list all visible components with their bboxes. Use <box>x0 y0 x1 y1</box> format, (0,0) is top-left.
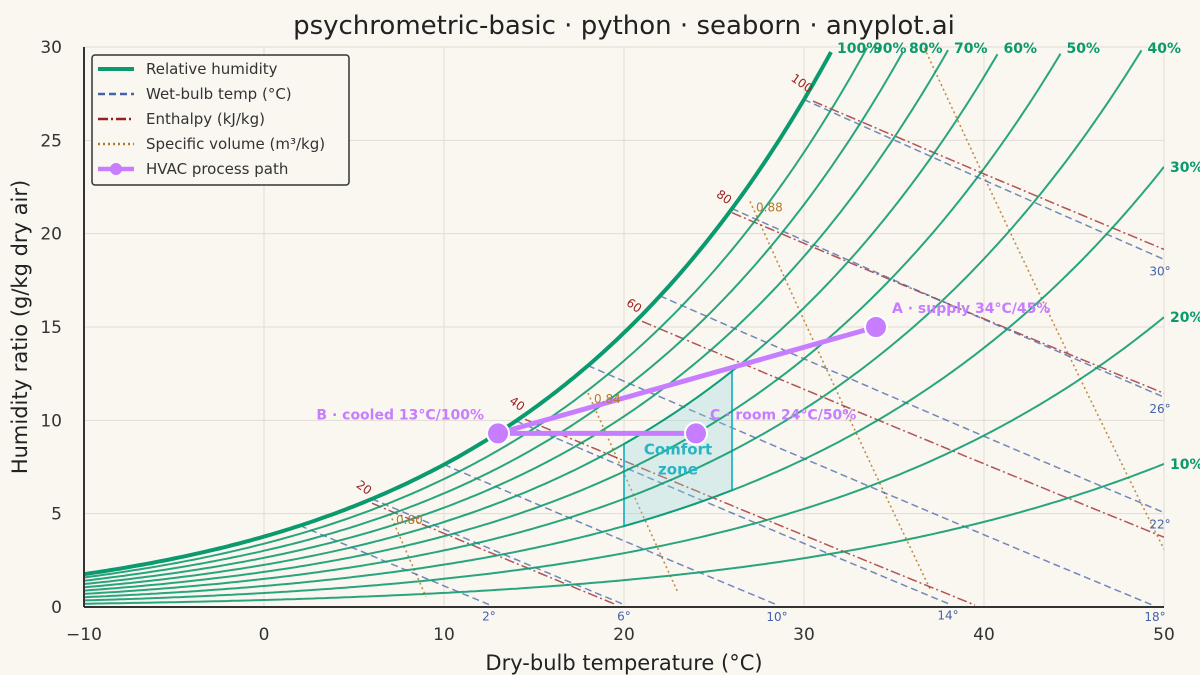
process-point-label: B · cooled 13°C/100% <box>316 407 484 423</box>
y-tick-label: 10 <box>40 411 62 431</box>
wet-bulb-line <box>731 207 1164 398</box>
process-point-label: A · supply 34°C/45% <box>892 301 1050 317</box>
y-tick-label: 20 <box>40 225 62 245</box>
process-point-marker <box>486 421 510 446</box>
y-tick-label: 5 <box>51 505 62 525</box>
legend-label-wet-bulb: Wet-bulb temp (°C) <box>146 85 292 103</box>
relative-humidity-label: 50% <box>1067 41 1101 57</box>
y-axis-label: Humidity ratio (g/kg dry air) <box>8 180 32 474</box>
relative-humidity-curve <box>84 316 1164 602</box>
wet-bulb-line-label: 30° <box>1149 264 1170 278</box>
enthalpy-line <box>371 502 616 605</box>
relative-humidity-curve <box>84 47 868 579</box>
wet-bulb-line <box>443 463 778 606</box>
relative-humidity-curve <box>84 49 949 585</box>
x-tick-label: 50 <box>1153 625 1175 645</box>
legend-box <box>91 54 350 186</box>
x-tick-label: 10 <box>433 625 455 645</box>
wet-bulb-line-label: 26° <box>1149 402 1170 416</box>
relative-humidity-label: 60% <box>1004 41 1038 57</box>
specific-volume-line-label: 0.84 <box>594 392 621 406</box>
legend-label-enthalpy: Enthalpy (kJ/kg) <box>146 110 265 128</box>
line-labels: 0.800.840.880.92204060801002°6°10°14°18°… <box>316 41 1200 624</box>
specific-volume-line-label: 0.88 <box>756 200 783 214</box>
relative-humidity-curve <box>84 166 1164 599</box>
wet-bulb-line <box>659 295 1164 514</box>
relative-humidity-curve <box>84 462 1164 605</box>
x-axis-label: Dry-bulb temperature (°C) <box>485 651 762 675</box>
axes <box>83 47 1164 608</box>
specific-volume-line <box>923 47 1164 550</box>
wet-bulb-line-label: 6° <box>617 610 631 624</box>
saturation-curve <box>84 51 833 577</box>
wet-bulb-line-label: 2° <box>482 610 496 624</box>
x-tick-label: 40 <box>973 625 995 645</box>
relative-humidity-curve <box>84 53 1062 592</box>
relative-humidity-label: 30% <box>1170 160 1200 176</box>
plot-area <box>84 47 1164 607</box>
relative-humidity-label: 20% <box>1170 310 1200 326</box>
process-point-marker <box>864 315 888 339</box>
y-tick-label: 30 <box>40 38 62 58</box>
legend: Relative humidity Wet-bulb temp (°C) Ent… <box>91 54 350 186</box>
legend-label-process: HVAC process path <box>146 160 288 178</box>
relative-humidity-curves <box>84 47 1164 605</box>
enthalpy-line <box>524 418 976 606</box>
comfort-zone-label: zone <box>658 460 698 478</box>
wet-bulb-line-label: 22° <box>1149 518 1170 532</box>
wet-bulb-line <box>371 498 625 606</box>
relative-humidity-curve <box>84 53 999 589</box>
process-point-label: C · room 24°C/50% <box>710 407 856 423</box>
relative-humidity-label: 40% <box>1148 41 1182 57</box>
specific-volume-line <box>389 513 427 598</box>
x-tick-label: 0 <box>259 625 270 645</box>
enthalpy-line <box>641 320 1164 538</box>
legend-label-volume: Specific volume (m³/kg) <box>146 135 325 153</box>
wet-bulb-line-label: 10° <box>766 610 787 624</box>
wet-bulb-line-label: 18° <box>1144 610 1165 624</box>
relative-humidity-label: 100% <box>837 41 880 57</box>
legend-label-rh: Relative humidity <box>146 60 278 78</box>
process-point-marker <box>684 421 708 446</box>
relative-humidity-curve <box>84 49 1143 595</box>
relative-humidity-curve <box>84 51 904 582</box>
x-tick-label: 30 <box>793 625 815 645</box>
x-tick-label: 20 <box>613 625 635 645</box>
y-tick-label: 25 <box>40 131 62 151</box>
chart-title: psychrometric-basic · python · seaborn ·… <box>293 11 955 41</box>
legend-swatch-process-marker <box>110 163 122 175</box>
specific-volume-line-label: 0.80 <box>396 513 423 527</box>
wet-bulb-line-label: 14° <box>937 609 958 623</box>
enthalpy-line <box>812 100 1164 251</box>
specific-volume-line <box>749 201 931 590</box>
comfort-zone-label: Comfort <box>644 440 712 458</box>
relative-humidity-label: 80% <box>909 41 943 57</box>
x-tick-label: −10 <box>66 625 102 645</box>
relative-humidity-label: 70% <box>954 41 988 57</box>
y-tick-label: 15 <box>40 318 62 338</box>
specific-volume-line <box>587 392 679 593</box>
specific-volume-lines <box>389 47 1164 598</box>
relative-humidity-label: 10% <box>1170 457 1200 473</box>
y-tick-label: 0 <box>51 598 62 618</box>
wet-bulb-line <box>515 420 949 605</box>
relative-humidity-label: 90% <box>873 41 907 57</box>
hvac-process-path <box>486 315 888 446</box>
